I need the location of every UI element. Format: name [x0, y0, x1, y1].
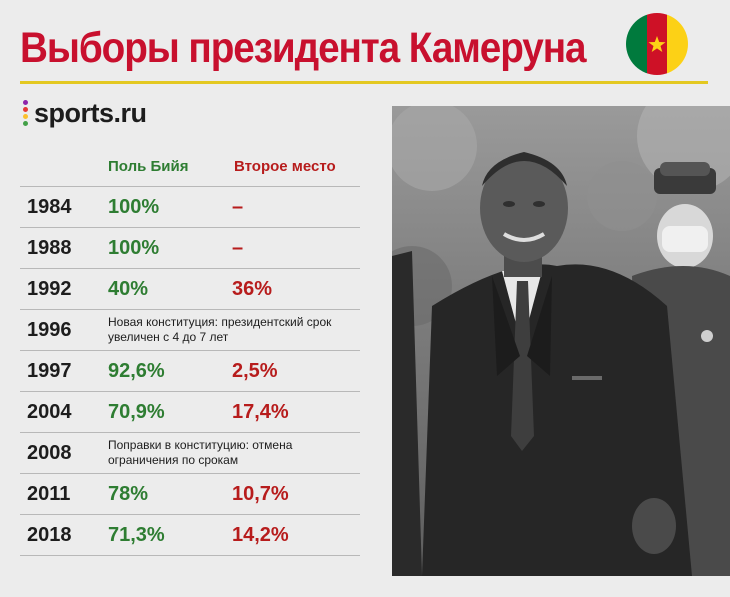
year-cell: 1984 [27, 196, 72, 218]
header-divider [20, 81, 708, 84]
biya-result: 78% [108, 483, 149, 505]
biya-result: 70,9% [108, 401, 165, 423]
table-row: 2004 70,9% 17,4% [20, 392, 360, 433]
biya-result: 40% [108, 278, 149, 300]
sports-ru-dots-icon [22, 98, 30, 128]
second-place-result: 17,4% [232, 401, 289, 423]
biya-result: 100% [108, 196, 160, 218]
biya-result: 71,3% [108, 524, 165, 546]
table-row: 1996 Новая конституция: президентский ср… [20, 310, 360, 351]
year-cell: 1996 [27, 319, 72, 341]
table-row: 2008 Поправки в конституцию: отмена огра… [20, 433, 360, 474]
column-header-second: Второе место [234, 158, 336, 175]
biya-result: 100% [108, 237, 160, 259]
sports-ru-logo[interactable]: sports.ru [22, 96, 147, 130]
table-row: 1988 100% – [20, 228, 360, 269]
cameroon-flag-icon [626, 13, 688, 75]
page-title: Выборы президента Камеруна [20, 24, 587, 72]
year-cell: 2008 [27, 442, 72, 464]
table-row: 1992 40% 36% [20, 269, 360, 310]
year-cell: 1997 [27, 360, 72, 382]
second-place-result: – [232, 237, 244, 259]
year-cell: 2011 [27, 483, 71, 505]
table-row: 1997 92,6% 2,5% [20, 351, 360, 392]
constitution-note: Поправки в конституцию: отмена ограничен… [108, 438, 293, 467]
second-place-result: 14,2% [232, 524, 289, 546]
results-table: 1984 100% – 1988 100% – 1992 40% 36% 199… [20, 186, 360, 556]
year-cell: 1988 [27, 237, 72, 259]
table-row: 1984 100% – [20, 186, 360, 228]
year-cell: 2018 [27, 524, 72, 546]
second-place-result: 2,5% [232, 360, 278, 382]
second-place-result: 36% [232, 278, 273, 300]
table-row: 2011 78% 10,7% [20, 474, 360, 515]
president-photo [392, 106, 730, 576]
biya-result: 92,6% [108, 360, 165, 382]
constitution-note: Новая конституция: президентский срок ув… [108, 315, 332, 344]
second-place-result: 10,7% [232, 483, 289, 505]
second-place-result: – [232, 196, 244, 218]
table-row: 2018 71,3% 14,2% [20, 515, 360, 556]
logo-text: sports.ru [34, 97, 147, 128]
year-cell: 2004 [27, 401, 72, 423]
column-header-biya: Поль Бийя [108, 158, 189, 175]
year-cell: 1992 [27, 278, 72, 300]
